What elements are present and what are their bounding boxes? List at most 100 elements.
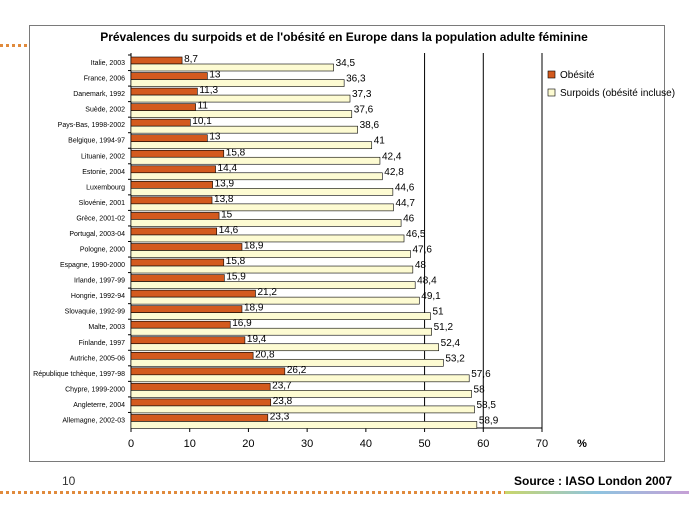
bar-obesite [130,72,208,80]
bar-obesite [130,383,271,391]
bar-surpoids [130,390,472,398]
bar-surpoids [130,358,444,367]
bar-surpoids [130,296,420,305]
data-label-surpoids: 42,4 [382,151,402,162]
category-label: Suède, 2002 [85,107,125,114]
bar-obesite [130,414,269,422]
bar-surpoids [130,188,394,196]
bar-obesite [130,274,225,282]
data-label-obesite: 11,3 [199,85,218,96]
data-label-obesite: 26,2 [287,365,307,376]
data-label-obesite: 23,3 [270,411,290,422]
bar-surpoids [130,312,431,320]
category-label: Slovaquie, 1992-99 [65,309,125,316]
decorative-gradient-line [505,491,689,494]
bar-obesite [130,258,225,267]
data-label-obesite: 15,8 [226,256,246,267]
x-tick-label: 70 [536,438,548,450]
x-tick-label: 40 [360,438,372,450]
category-label: Lituanie, 2002 [81,153,125,160]
data-label-surpoids: 58,5 [476,400,496,411]
category-label: Chypre, 1999-2000 [65,386,125,393]
bar-obesite [130,305,243,313]
category-label: Finlande, 1997 [79,340,125,347]
data-label-surpoids: 42,8 [384,167,404,178]
bar-obesite [130,196,213,205]
data-label-obesite: 21,2 [257,287,277,298]
bar-surpoids [130,265,414,274]
data-label-obesite: 13 [209,70,221,81]
data-label-obesite: 14,4 [218,163,238,174]
data-label-obesite: 16,9 [232,318,252,329]
bar-obesite [130,367,286,376]
bar-obesite [130,118,191,127]
bar-obesite [130,398,272,407]
bar-surpoids [130,125,358,134]
data-label-obesite: 14,6 [219,225,239,236]
legend-swatch-surpoids [547,88,556,97]
x-tick-label: 30 [301,438,313,450]
data-label-surpoids: 44,7 [395,198,415,209]
category-label: Malte, 2003 [88,324,125,331]
bar-obesite [130,351,254,360]
x-tick-label: 0 [128,438,134,450]
source-note: Source : IASO London 2007 [514,474,673,488]
data-label-obesite: 10,1 [192,116,212,127]
data-label-surpoids: 52,4 [441,338,461,349]
bar-surpoids [130,327,432,336]
bar-surpoids [130,94,351,103]
data-label-obesite: 15 [221,209,233,220]
bar-surpoids [130,203,394,212]
data-label-obesite: 18,9 [244,241,264,252]
decorative-dotted-line-bottom [0,491,505,494]
data-label-obesite: 11 [198,101,209,112]
bar-obesite [130,103,196,111]
category-label: Espagne, 1990-2000 [60,262,125,269]
bar-obesite [130,87,198,96]
category-label: Luxembourg [86,184,125,191]
bar-surpoids [130,156,381,165]
data-label-surpoids: 48 [415,260,427,271]
bar-obesite [130,56,183,65]
data-label-surpoids: 48,4 [417,276,437,287]
data-label-surpoids: 38,6 [360,120,380,131]
data-label-obesite: 13 [209,132,221,143]
bar-obesite [130,165,216,174]
data-label-surpoids: 53,2 [445,353,465,364]
category-label: Irlande, 1997-99 [74,278,125,285]
data-label-obesite: 20,8 [255,349,275,360]
data-label-obesite: 15,9 [226,272,246,283]
category-label: Italie, 2003 [91,60,125,67]
category-label: Angleterre, 2004 [73,402,125,409]
category-label: Grèce, 2001-02 [76,215,125,222]
bar-obesite [130,243,243,251]
data-label-surpoids: 49,1 [421,291,441,302]
data-label-obesite: 13,9 [215,178,235,189]
data-label-surpoids: 51 [432,307,444,318]
bar-obesite [130,320,231,329]
bar-surpoids [130,405,475,414]
bar-obesite [130,181,213,189]
x-tick-label: 60 [477,438,489,450]
bar-surpoids [130,250,411,258]
category-label: Allemagne, 2002-03 [62,417,125,424]
data-label-surpoids: 57,6 [471,369,491,380]
bar-obesite [130,212,220,220]
bar-surpoids [130,110,353,118]
bar-surpoids [130,79,345,87]
bar-surpoids [130,63,334,72]
data-label-surpoids: 36,3 [346,74,366,85]
bar-surpoids [130,234,405,243]
category-label: Portugal, 2003-04 [69,231,125,238]
x-tick-label: 20 [242,438,254,450]
data-label-surpoids: 34,5 [336,58,356,69]
category-label: Estonie, 2004 [82,169,125,176]
data-label-obesite: 18,9 [244,303,264,314]
category-label: Pologne, 2000 [80,247,125,254]
bar-surpoids [130,219,402,227]
category-label: Autriche, 2005-06 [70,355,125,362]
bar-surpoids [130,374,470,383]
chart-title: Prévalences du surpoids et de l'obésité … [100,30,588,44]
data-label-obesite: 15,8 [226,147,246,158]
